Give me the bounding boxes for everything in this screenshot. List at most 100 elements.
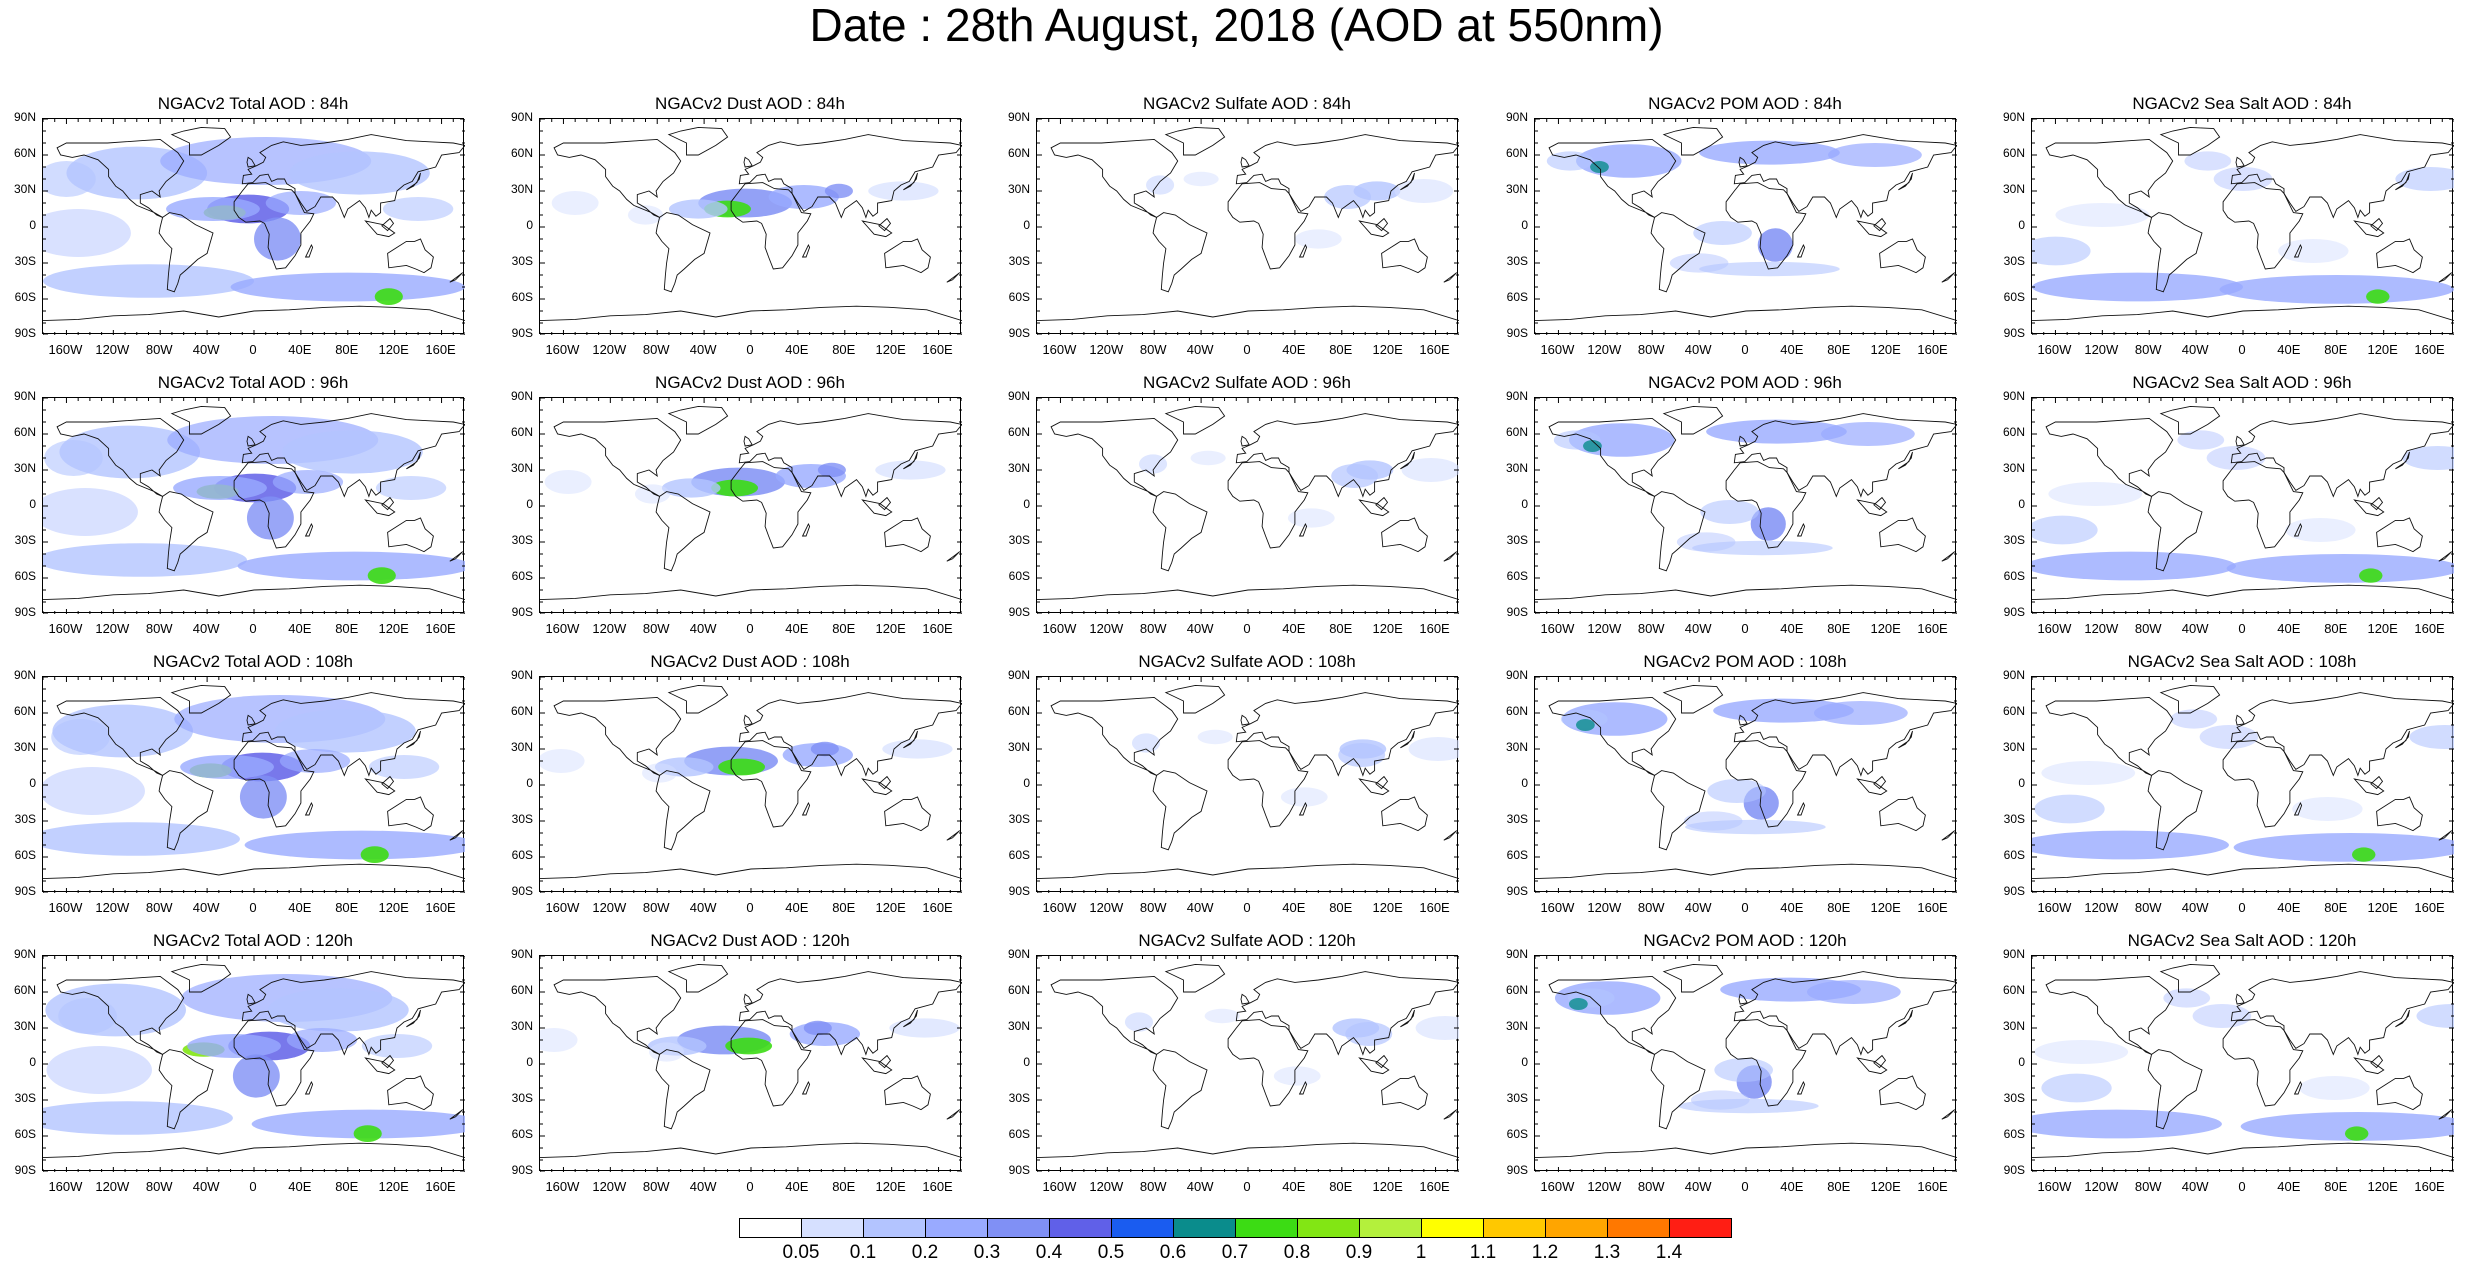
coastline bbox=[158, 770, 214, 851]
lon-tick-label: 120W bbox=[95, 1179, 130, 1194]
coastline bbox=[861, 1057, 893, 1075]
lon-tick-label: 40W bbox=[192, 621, 220, 636]
coastline bbox=[1733, 134, 1957, 219]
aod-region bbox=[2402, 446, 2454, 470]
coastline bbox=[2222, 461, 2304, 549]
aod-region bbox=[1683, 811, 1743, 831]
antarctica-coastline bbox=[1535, 863, 1957, 880]
lon-tick-label: 160E bbox=[922, 900, 953, 915]
map-panel-seasalt-84h bbox=[2031, 118, 2454, 335]
aod-region bbox=[289, 151, 430, 195]
lon-tick-label: 160E bbox=[425, 621, 456, 636]
lat-tick-label: 90N bbox=[13, 110, 36, 124]
lon-tick-label: 120E bbox=[378, 1179, 409, 1194]
lon-tick-label: 40E bbox=[288, 900, 312, 915]
coastline bbox=[2045, 696, 2174, 776]
coastline bbox=[2159, 963, 2221, 993]
lon-tick-label: 120E bbox=[1372, 1179, 1403, 1194]
aod-region bbox=[1806, 980, 1901, 1004]
panel-title: NGACv2 Dust AOD : 108h bbox=[650, 652, 850, 671]
coastline bbox=[884, 796, 931, 832]
coastline bbox=[1725, 182, 1807, 270]
coastline bbox=[241, 692, 465, 777]
lon-tick-label: 80E bbox=[1827, 1179, 1851, 1194]
panel-title: NGACv2 Dust AOD : 120h bbox=[650, 931, 850, 950]
coastline bbox=[1381, 238, 1428, 274]
aod-field bbox=[1535, 119, 1957, 335]
coastline bbox=[884, 238, 931, 274]
lat-tick-label: 60S bbox=[511, 290, 533, 304]
lat-tick-label: 0 bbox=[1023, 776, 1030, 790]
lat-tick-label: 30N bbox=[510, 461, 533, 475]
lon-tick-label: 40W bbox=[689, 1179, 717, 1194]
lon-tick-label: 40W bbox=[689, 342, 717, 357]
lon-tick-label: 160W bbox=[1042, 621, 1077, 636]
aod-region bbox=[251, 1109, 465, 1139]
coastline bbox=[553, 696, 682, 776]
coastline bbox=[1298, 1080, 1308, 1095]
colorbar-swatch bbox=[1235, 1218, 1298, 1238]
coastline bbox=[1650, 212, 1706, 293]
lon-tick-label: 80E bbox=[1827, 900, 1851, 915]
coastline bbox=[1662, 684, 1724, 714]
coastline bbox=[655, 212, 711, 293]
aod-region bbox=[1294, 229, 1342, 249]
lon-tick-label: 160W bbox=[1540, 1179, 1575, 1194]
aod-region bbox=[44, 440, 103, 476]
coastline bbox=[1873, 1054, 1887, 1069]
coastline bbox=[2230, 692, 2454, 777]
lon-tick-label: 120E bbox=[1372, 900, 1403, 915]
coastline bbox=[1548, 138, 1677, 218]
lon-tick-label: 40W bbox=[2181, 342, 2209, 357]
map-panel-total-84h bbox=[42, 118, 465, 335]
lat-tick-label: 90N bbox=[1505, 947, 1528, 961]
lon-tick-label: 120W bbox=[1089, 900, 1124, 915]
lat-tick-label: 90N bbox=[2002, 389, 2025, 403]
aod-field bbox=[540, 119, 962, 335]
aod-region bbox=[803, 1020, 832, 1036]
coastline bbox=[158, 1049, 214, 1130]
colorbar-swatch bbox=[1607, 1218, 1670, 1238]
colorbar-swatch bbox=[1173, 1218, 1236, 1238]
lon-tick-label: 40E bbox=[1780, 342, 1804, 357]
aod-region bbox=[1339, 739, 1387, 759]
coastline bbox=[1879, 517, 1926, 553]
aod-region bbox=[1415, 1016, 1459, 1040]
coastline bbox=[2045, 975, 2174, 1055]
aod-region bbox=[232, 1054, 280, 1098]
lon-tick-label: 0 bbox=[2238, 342, 2246, 357]
lat-tick-label: 60S bbox=[1506, 569, 1528, 583]
colorbar-label: 0.7 bbox=[1221, 1242, 1249, 1263]
lat-tick-label: 90S bbox=[2003, 1163, 2025, 1177]
lat-tick-label: 60N bbox=[1505, 983, 1528, 997]
lon-tick-label: 80W bbox=[2134, 342, 2162, 357]
lat-tick-label: 30N bbox=[13, 182, 36, 196]
lon-tick-label: 0 bbox=[746, 1179, 754, 1194]
lat-tick-label: 90S bbox=[14, 605, 36, 619]
lon-tick-label: 160E bbox=[425, 900, 456, 915]
aod-region bbox=[1332, 1018, 1380, 1038]
coastline bbox=[241, 971, 465, 1056]
lat-tick-label: 60N bbox=[1505, 704, 1528, 718]
lon-tick-label: 0 bbox=[2238, 621, 2246, 636]
aod-region bbox=[2184, 151, 2232, 171]
map-panel-seasalt-120h bbox=[2031, 955, 2454, 1172]
coastline bbox=[449, 830, 464, 841]
aod-region bbox=[2055, 203, 2150, 227]
lon-tick-label: 40E bbox=[785, 1179, 809, 1194]
coastline bbox=[304, 801, 314, 816]
aod-region bbox=[2206, 446, 2266, 470]
coastline bbox=[1400, 451, 1415, 470]
coastline bbox=[2222, 1019, 2304, 1107]
lon-tick-label: 40E bbox=[1282, 621, 1306, 636]
lon-tick-label: 160E bbox=[1917, 342, 1948, 357]
lat-tick-label: 60S bbox=[14, 569, 36, 583]
aod-region bbox=[817, 462, 846, 478]
coastline bbox=[2235, 714, 2245, 726]
lon-tick-label: 40E bbox=[288, 342, 312, 357]
aod-field bbox=[1535, 398, 1957, 614]
lon-tick-label: 160E bbox=[1419, 621, 1450, 636]
lon-tick-label: 160W bbox=[545, 1179, 580, 1194]
map-panel-sulfate-84h bbox=[1036, 118, 1459, 335]
lon-tick-label: 0 bbox=[1741, 900, 1749, 915]
